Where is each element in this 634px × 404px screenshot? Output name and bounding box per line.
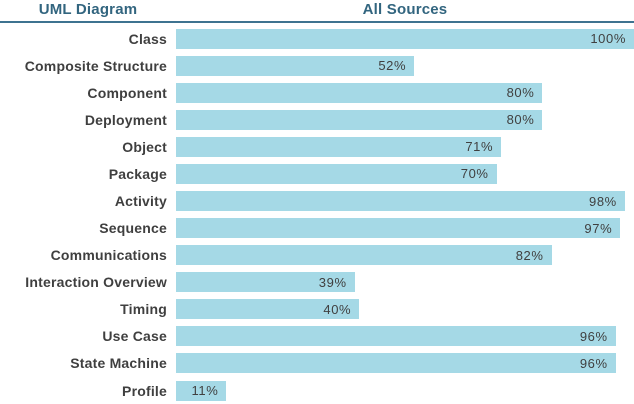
category-label: Composite Structure <box>24 57 167 74</box>
bar: 80% <box>176 109 543 130</box>
category-label: Class <box>128 30 167 47</box>
chart-title: All Sources <box>362 1 448 18</box>
value-label: 82% <box>515 247 544 263</box>
value-label: 96% <box>579 328 608 344</box>
bar-track: 96% <box>176 326 634 347</box>
bar-row: Package 70% <box>0 160 634 187</box>
bar-row: Component 80% <box>0 79 634 106</box>
bar-row: Activity 98% <box>0 187 634 214</box>
category-label: Activity <box>114 193 167 209</box>
bar-row: Communications 82% <box>0 242 634 269</box>
category-label: State Machine <box>70 355 167 372</box>
bar-row: Profile 11% <box>0 377 634 404</box>
value-label: 39% <box>318 274 347 290</box>
category-label: Timing <box>120 301 167 318</box>
bar-row: Class 100% <box>0 25 634 52</box>
category-label: Interaction Overview <box>25 274 167 291</box>
bar-row: State Machine 96% <box>0 350 634 377</box>
bar-row: Use Case 96% <box>0 323 634 350</box>
bar: 70% <box>176 163 497 184</box>
value-label: 40% <box>323 301 352 317</box>
bar: 52% <box>176 55 415 76</box>
bar-track: 97% <box>176 218 634 239</box>
value-label: 100% <box>590 31 626 47</box>
category-label: Sequence <box>99 220 167 237</box>
bar-track: 98% <box>176 191 634 211</box>
category-label: Profile <box>122 382 167 399</box>
bar-track: 70% <box>176 163 634 184</box>
value-label: 80% <box>506 112 535 128</box>
bar-row: Object 71% <box>0 133 634 160</box>
bar-track: 52% <box>176 55 634 76</box>
bar-row: Deployment 80% <box>0 106 634 133</box>
bar-rows: Class 100% Composite Structure 52% Compo… <box>0 23 634 404</box>
bar: 80% <box>176 82 543 103</box>
bar-track: 96% <box>176 353 634 374</box>
category-label: Use Case <box>102 328 167 345</box>
category-label: Communications <box>50 247 167 264</box>
bar: 97% <box>176 218 621 239</box>
bar: 40% <box>176 299 360 320</box>
category-axis-title: UML Diagram <box>38 1 138 18</box>
category-label: Object <box>122 138 167 155</box>
bar: 71% <box>176 136 502 157</box>
bar-track: 80% <box>176 82 634 103</box>
bar-track: 80% <box>176 109 634 130</box>
value-label: 97% <box>584 220 613 236</box>
bar: 82% <box>176 245 552 266</box>
bar-row: Composite Structure 52% <box>0 52 634 79</box>
value-label: 70% <box>460 166 489 182</box>
bar-track: 11% <box>176 380 634 401</box>
value-label: 98% <box>589 193 617 209</box>
category-label: Deployment <box>84 111 167 128</box>
bar-track: 71% <box>176 136 634 157</box>
value-label: 52% <box>378 58 407 74</box>
category-label: Package <box>108 165 167 182</box>
bar-row: Timing 40% <box>0 296 634 323</box>
bar-row: Sequence 97% <box>0 215 634 242</box>
bar-track: 39% <box>176 272 634 293</box>
bar: 96% <box>176 353 616 374</box>
value-label: 11% <box>191 383 219 399</box>
bar: 96% <box>176 326 616 347</box>
bar-track: 100% <box>176 28 634 49</box>
bar: 11% <box>176 380 227 401</box>
bar: 98% <box>176 191 625 211</box>
bar: 39% <box>176 272 355 293</box>
value-label: 71% <box>465 139 494 155</box>
bar-row: Interaction Overview 39% <box>0 269 634 296</box>
value-label: 96% <box>579 355 608 371</box>
bar: 100% <box>176 28 634 49</box>
chart-header: UML Diagram All Sources <box>0 0 634 23</box>
category-label: Component <box>87 84 167 101</box>
value-label: 80% <box>506 85 535 101</box>
bar-track: 40% <box>176 299 634 320</box>
bar-track: 82% <box>176 245 634 266</box>
